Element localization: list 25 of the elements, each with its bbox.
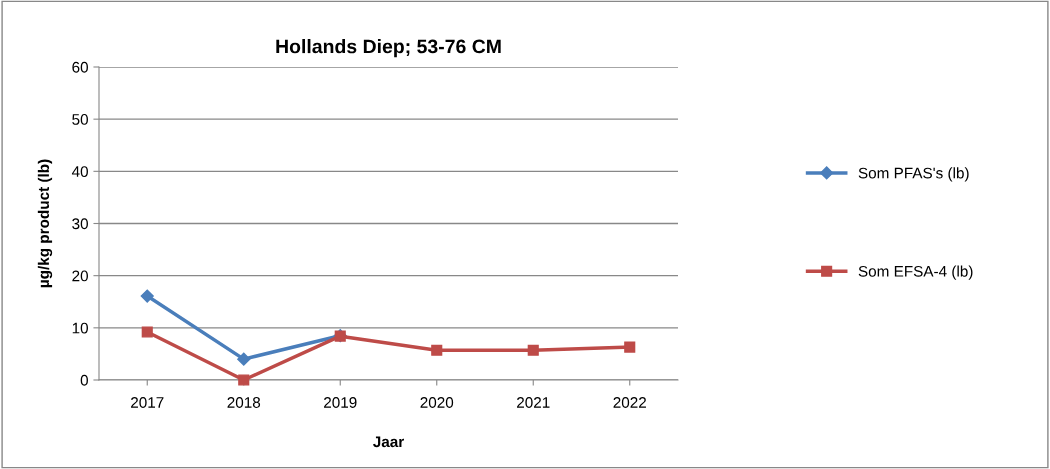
- x-tick-label: 2022: [613, 397, 646, 408]
- chart-title: Hollands Diep; 53-76 CM: [276, 39, 501, 58]
- point: [237, 352, 251, 366]
- y-tick-label: 40: [71, 166, 88, 178]
- legend-label: Som PFAS's (lb): [858, 167, 969, 182]
- point: [527, 344, 539, 356]
- y-tick-label: 20: [72, 270, 88, 282]
- y-tick-label: 50: [72, 114, 88, 125]
- y-tick-label: 0: [80, 374, 88, 386]
- y-tick-label: 30: [72, 218, 88, 230]
- y-tick-label: 60: [72, 61, 88, 73]
- y-axis-title: µg/kg product (lb): [37, 159, 53, 288]
- legend-label: Som EFSA-4 (lb): [858, 265, 973, 280]
- x-tick-label: 2017: [131, 397, 164, 408]
- point: [238, 374, 250, 386]
- point: [140, 289, 154, 303]
- x-tick-label: 2019: [324, 397, 357, 408]
- point: [431, 344, 443, 356]
- x-tick-label: 2020: [420, 397, 454, 408]
- y-tick-label: 10: [72, 322, 88, 334]
- x-tick-label: 2018: [227, 397, 261, 408]
- point: [624, 341, 636, 353]
- point: [141, 326, 153, 338]
- x-axis-title: Jaar: [373, 436, 404, 448]
- x-tick-label: 2021: [517, 397, 550, 408]
